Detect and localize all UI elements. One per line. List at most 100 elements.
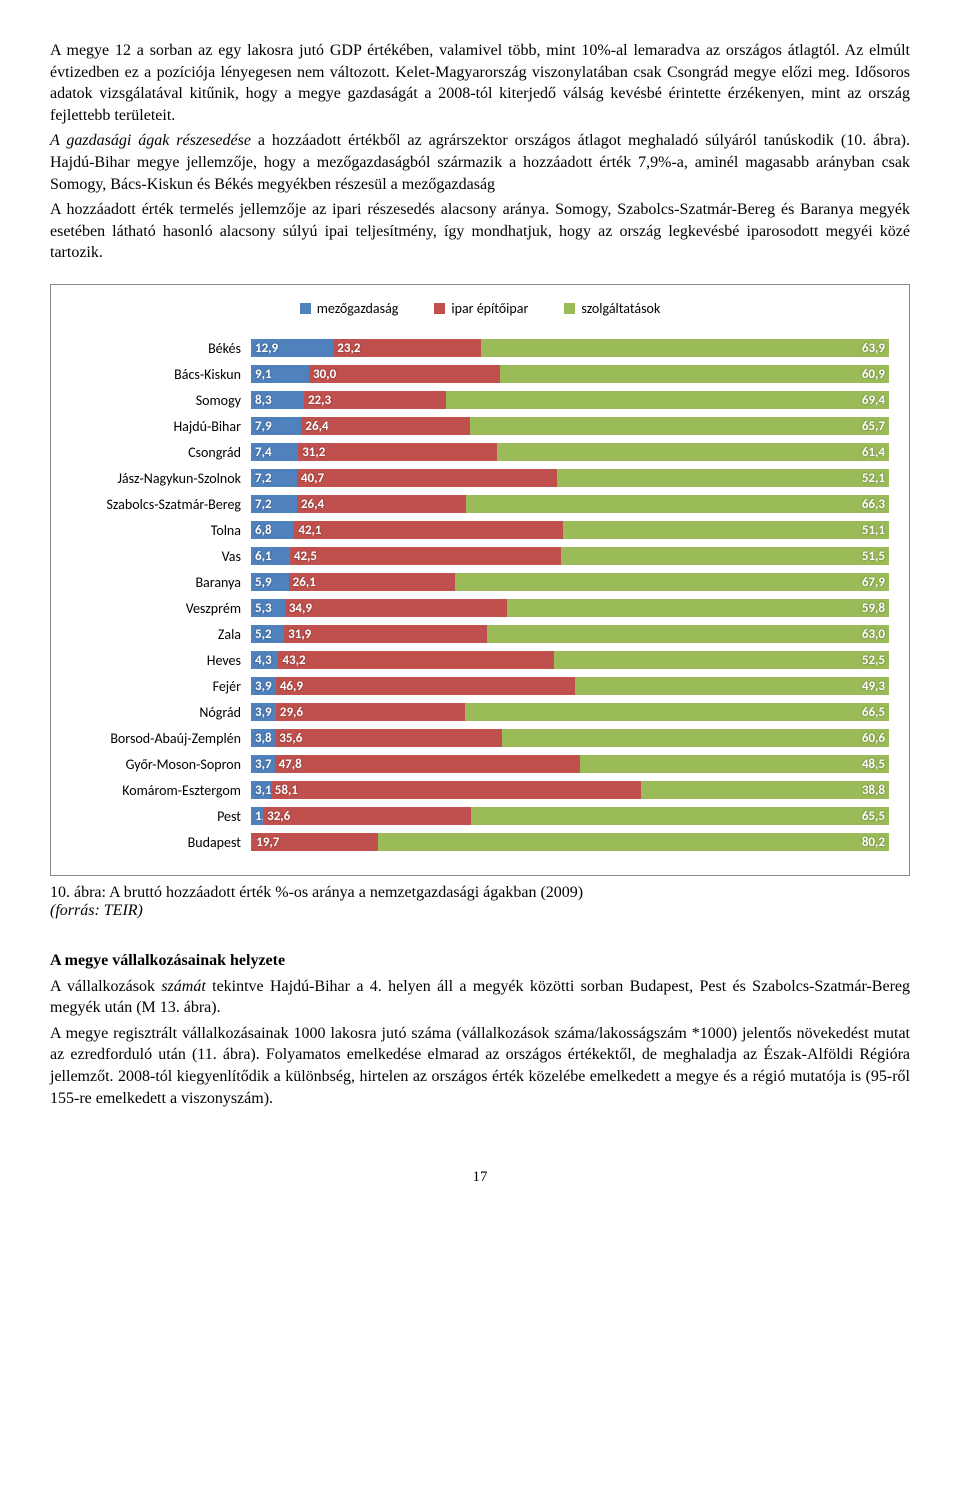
segment-value: 5,9 <box>251 575 272 590</box>
bar-segment: 63,0 <box>487 625 889 643</box>
paragraph-3: A hozzáadott érték termelés jellemzője a… <box>50 199 910 264</box>
row-label: Bács-Kiskun <box>71 366 251 383</box>
bar-segment: 59,8 <box>507 599 889 617</box>
bar-segment: 26,4 <box>297 495 466 513</box>
bar-area: 4,343,2 52,5 <box>251 651 889 669</box>
paragraph-1: A megye 12 a sorban az egy lakosra jutó … <box>50 40 910 126</box>
segment-value: 23,2 <box>333 341 360 356</box>
bar-segment: 7,2 <box>251 469 297 487</box>
segment-value: 60,9 <box>858 367 885 382</box>
chart-row: Somogy8,322,369,4 <box>71 387 889 413</box>
p4-italic: számát <box>161 978 205 995</box>
bar-segment: 7,4 <box>251 443 298 461</box>
row-label: Heves <box>71 652 251 669</box>
bar-segment: 48,5 <box>580 755 889 773</box>
p4-a: A vállalkozások <box>50 978 161 995</box>
bar-segment: 51,5 <box>561 547 889 565</box>
chart-row: Komárom-Esztergom3,158,138,8 <box>71 777 889 803</box>
segment-value: 26,4 <box>301 419 328 434</box>
segment-value: 9,1 <box>251 367 272 382</box>
bar-segment: 7,9 <box>251 417 301 435</box>
bar-segment: 26,1 <box>289 573 456 591</box>
bar-segment: 60,6 <box>502 729 889 747</box>
segment-value: 42,1 <box>294 523 321 538</box>
segment-value: 6,1 <box>251 549 272 564</box>
bar-segment: 52,1 <box>557 469 889 487</box>
bar-segment: 66,5 <box>465 703 889 721</box>
segment-value: 66,3 <box>858 497 885 512</box>
segment-value: 7,9 <box>251 419 272 434</box>
segment-value: 31,2 <box>298 445 325 460</box>
bar-segment: 3,8 <box>251 729 275 747</box>
row-label: Nógrád <box>71 704 251 721</box>
bar-area: 3,835,6 60,6 <box>251 729 889 747</box>
segment-value: 66,5 <box>858 705 885 720</box>
bar-segment: 22,3 <box>304 391 446 409</box>
legend-label: mezőgazdaság <box>317 300 399 317</box>
row-label: Vas <box>71 548 251 565</box>
segment-value: 26,1 <box>289 575 316 590</box>
segment-value: 31,9 <box>284 627 311 642</box>
segment-value: 7,4 <box>251 445 272 460</box>
chart-row: Tolna6,842,151,1 <box>71 517 889 543</box>
chart-rows: Békés12,923,263,9Bács-Kiskun9,130,060,9S… <box>71 335 889 855</box>
caption-line-1: 10. ábra: A bruttó hozzáadott érték %-os… <box>50 884 583 901</box>
bar-segment: 67,9 <box>455 573 889 591</box>
legend-label: szolgáltatások <box>581 300 660 317</box>
bar-segment: 32,6 <box>263 807 471 825</box>
bar-segment: 69,4 <box>446 391 889 409</box>
bar-segment: 19,7 <box>252 833 378 851</box>
chart-row: Békés12,923,263,9 <box>71 335 889 361</box>
bar-segment: 38,8 <box>641 781 889 799</box>
segment-value: 8,3 <box>251 393 272 408</box>
bar-area: 3,929,666,5 <box>251 703 889 721</box>
stacked-bar-chart: mezőgazdaság ipar építőipar szolgáltatások… <box>50 284 910 876</box>
segment-value: 52,5 <box>858 653 885 668</box>
segment-value: 51,5 <box>858 549 885 564</box>
bar-segment: 43,2 <box>278 651 554 669</box>
chart-row: Bács-Kiskun9,130,060,9 <box>71 361 889 387</box>
bar-segment: 3,1 <box>251 781 271 799</box>
bar-segment: 65,5 <box>471 807 889 825</box>
chart-row: Heves4,343,2 52,5 <box>71 647 889 673</box>
bar-segment: 9,1 <box>251 365 309 383</box>
segment-value: 32,6 <box>263 809 290 824</box>
segment-value: 5,3 <box>251 601 272 616</box>
chart-row: Hajdú-Bihar7,926,465,7 <box>71 413 889 439</box>
chart-row: Zala5,231,963,0 <box>71 621 889 647</box>
bar-segment: 65,7 <box>470 417 889 435</box>
row-label: Békés <box>71 340 251 357</box>
bar-area: 7,226,466,3 <box>251 495 889 513</box>
row-label: Csongrád <box>71 444 251 461</box>
segment-value: 6,8 <box>251 523 272 538</box>
bar-segment: 3,7 <box>251 755 275 773</box>
legend-item: ipar építőipar <box>434 299 528 317</box>
bar-segment: 4,3 <box>251 651 278 669</box>
bar-area: 5,9 26,1 67,9 <box>251 573 889 591</box>
bar-segment: 60,9 <box>500 365 889 383</box>
segment-value: 63,9 <box>858 341 885 356</box>
segment-value: 69,4 <box>858 393 885 408</box>
bar-segment: 6,1 <box>251 547 290 565</box>
bar-segment: 47,8 <box>275 755 580 773</box>
bar-segment: 1,9 <box>251 807 263 825</box>
segment-value: 43,2 <box>278 653 305 668</box>
bar-area: 3,747,848,5 <box>251 755 889 773</box>
chart-row: Szabolcs-Szatmár-Bereg7,226,466,3 <box>71 491 889 517</box>
bar-segment: 6,8 <box>251 521 294 539</box>
legend-swatch <box>564 303 575 314</box>
legend-swatch <box>300 303 311 314</box>
segment-value: 3,9 <box>251 679 272 694</box>
chart-row: Pest1,932,665,5 <box>71 803 889 829</box>
legend-item: szolgáltatások <box>564 299 660 317</box>
row-label: Zala <box>71 626 251 643</box>
chart-row: Vas6,1 42,5 51,5 <box>71 543 889 569</box>
bar-area: 1,932,6 65,5 <box>251 807 889 825</box>
bar-area: 7,240,752,1 <box>251 469 889 487</box>
bar-segment: 42,5 <box>290 547 561 565</box>
row-label: Veszprém <box>71 600 251 617</box>
segment-value: 60,6 <box>858 731 885 746</box>
segment-value: 35,6 <box>275 731 302 746</box>
segment-value: 52,1 <box>858 471 885 486</box>
row-label: Komárom-Esztergom <box>71 782 251 799</box>
